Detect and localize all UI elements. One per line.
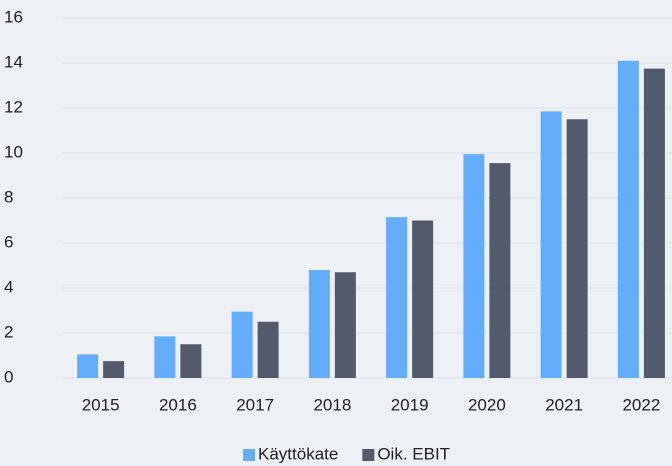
bar — [180, 344, 202, 378]
legend-swatch — [362, 449, 375, 461]
bar — [540, 111, 562, 378]
bar — [334, 272, 356, 378]
x-tick-label: 2021 — [545, 395, 583, 414]
y-tick-label: 2 — [4, 322, 13, 341]
bar — [154, 336, 176, 378]
x-tick-label: 2019 — [391, 395, 429, 414]
bar — [643, 68, 665, 378]
y-tick-label: 6 — [4, 232, 13, 251]
bar — [257, 321, 279, 378]
y-tick-label: 8 — [4, 187, 13, 206]
bar — [77, 354, 99, 378]
bar — [463, 154, 485, 378]
bar — [308, 270, 330, 378]
y-tick-label: 14 — [4, 52, 23, 71]
y-tick-label: 12 — [4, 97, 23, 116]
x-tick-label: 2022 — [622, 395, 660, 414]
x-tick-label: 2017 — [236, 395, 274, 414]
y-tick-label: 4 — [4, 277, 13, 296]
legend-swatch — [243, 449, 255, 461]
bar — [566, 119, 588, 378]
x-tick-label: 2020 — [468, 395, 506, 414]
legend-label: Käyttökate — [258, 444, 338, 463]
legend-label: Oik. EBIT — [377, 444, 450, 463]
y-tick-label: 10 — [4, 142, 23, 161]
bar — [489, 163, 511, 378]
x-tick-label: 2018 — [313, 395, 351, 414]
bar — [231, 311, 253, 378]
y-tick-label: 0 — [4, 367, 13, 386]
bar — [386, 217, 408, 378]
bar — [103, 361, 125, 378]
x-tick-label: 2015 — [82, 395, 120, 414]
y-tick-label: 16 — [4, 7, 23, 26]
bar — [617, 60, 639, 378]
x-tick-label: 2016 — [159, 395, 197, 414]
bar — [412, 220, 434, 378]
